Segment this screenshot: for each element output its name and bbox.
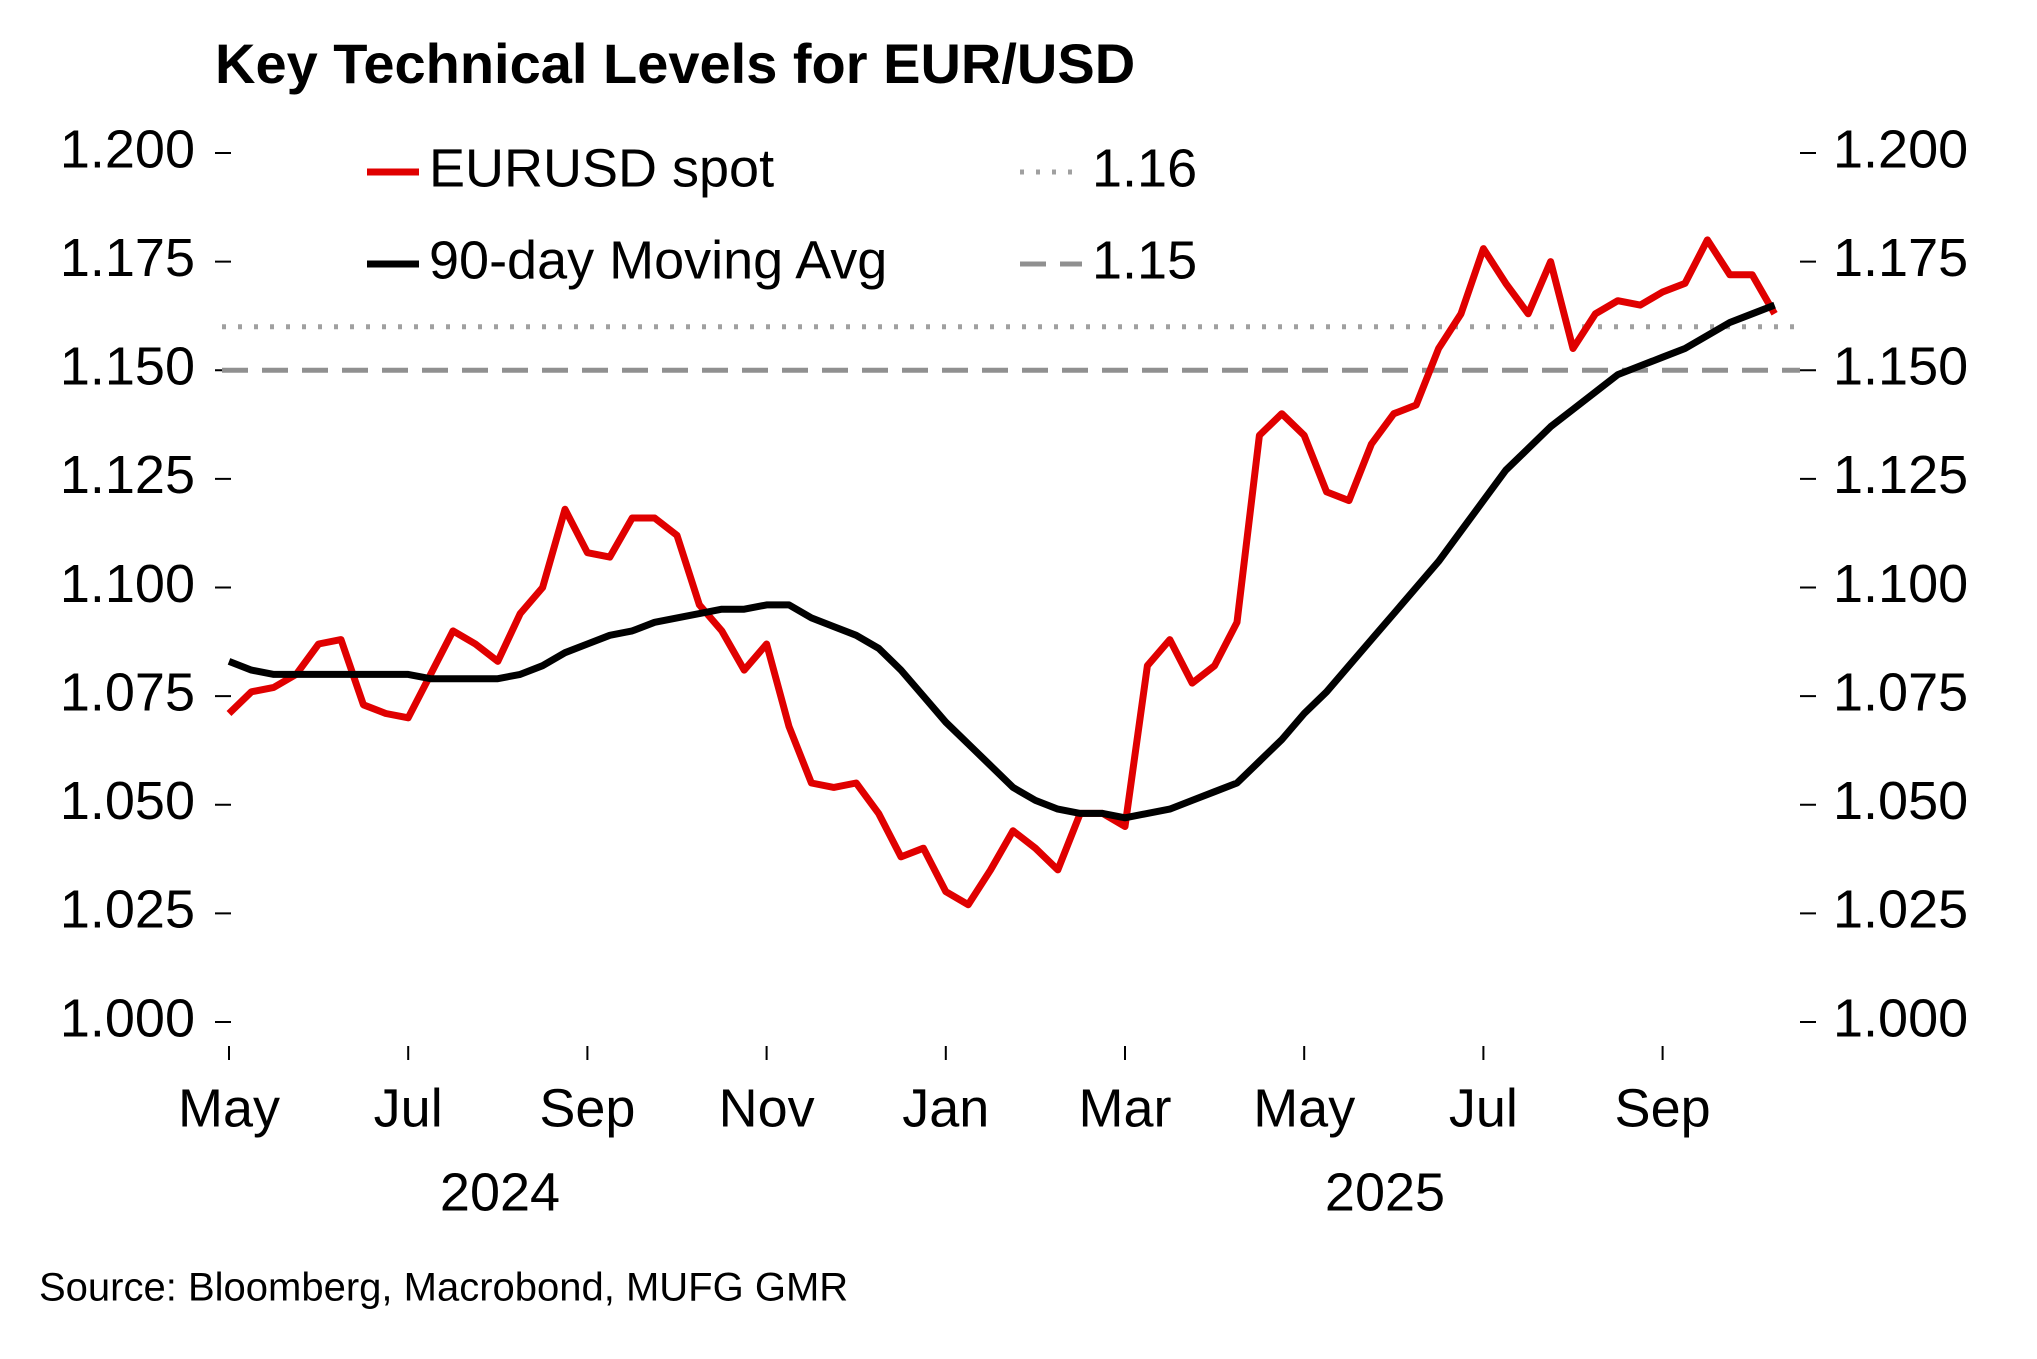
x-tick-label: Sep — [1615, 1078, 1711, 1138]
source-note: Source: Bloomberg, Macrobond, MUFG GMR — [39, 1266, 848, 1310]
x-tick-label: May — [178, 1078, 280, 1138]
year-label: 2024 — [440, 1162, 560, 1222]
y-tick-label: 1.200 — [60, 119, 195, 179]
y2-tick-label: 1.025 — [1833, 880, 1968, 940]
y-tick-label: 1.025 — [60, 880, 195, 940]
x-tick-label: Jul — [374, 1078, 443, 1138]
y-tick-label: 1.100 — [60, 554, 195, 614]
x-tick-label: Nov — [719, 1078, 815, 1138]
y-tick-label: 1.075 — [60, 662, 195, 722]
legend-label: 90-day Moving Avg — [429, 230, 887, 290]
y2-tick-label: 1.125 — [1833, 445, 1968, 505]
y2-tick-label: 1.150 — [1833, 337, 1968, 397]
chart-title: Key Technical Levels for EUR/USD — [215, 32, 1135, 95]
y-tick-label: 1.000 — [60, 988, 195, 1048]
y2-tick-label: 1.050 — [1833, 771, 1968, 831]
legend-label: EURUSD spot — [429, 138, 774, 198]
y2-tick-label: 1.200 — [1833, 119, 1968, 179]
y2-tick-label: 1.075 — [1833, 662, 1968, 722]
legend-label: 1.15 — [1092, 230, 1197, 290]
legend-label: 1.16 — [1092, 138, 1197, 198]
year-label: 2025 — [1325, 1162, 1445, 1222]
x-tick-label: Sep — [539, 1078, 635, 1138]
y-tick-label: 1.050 — [60, 771, 195, 831]
y2-tick-label: 1.000 — [1833, 988, 1968, 1048]
x-tick-label: Mar — [1079, 1078, 1172, 1138]
y2-tick-label: 1.100 — [1833, 554, 1968, 614]
y-tick-label: 1.125 — [60, 445, 195, 505]
x-tick-label: Jan — [902, 1078, 989, 1138]
series-line — [226, 236, 1778, 909]
x-tick-label: Jul — [1449, 1078, 1518, 1138]
x-tick-label: May — [1253, 1078, 1355, 1138]
y-tick-label: 1.150 — [60, 337, 195, 397]
y-tick-label: 1.175 — [60, 228, 195, 288]
y2-tick-label: 1.175 — [1833, 228, 1968, 288]
series-line — [227, 301, 1776, 822]
